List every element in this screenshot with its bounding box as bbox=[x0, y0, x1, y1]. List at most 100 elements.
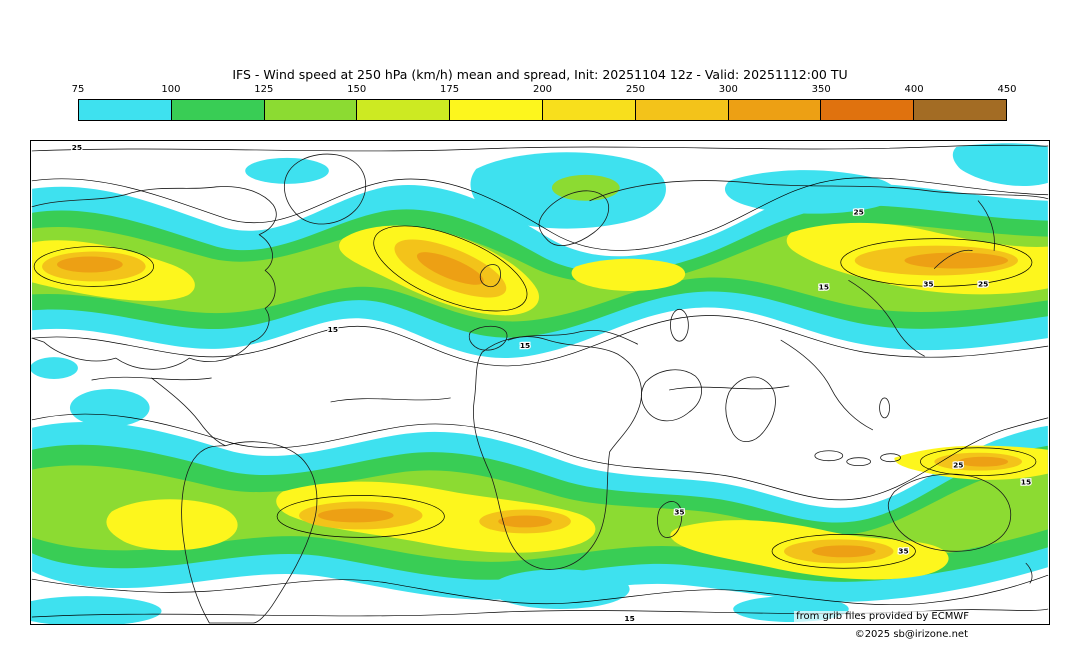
polar-patch-right bbox=[724, 170, 896, 214]
polar-patch-left bbox=[245, 157, 329, 184]
north-jet-core-orange-right bbox=[904, 252, 1009, 269]
colorbar-swatch bbox=[727, 100, 821, 120]
colorbar-swatch bbox=[820, 100, 914, 120]
contour-label: 15 bbox=[520, 341, 530, 350]
coastline-indonesia-1 bbox=[814, 450, 844, 462]
colorbar-swatch bbox=[170, 100, 264, 120]
coastline-iberia bbox=[468, 325, 508, 351]
contour-core-right bbox=[840, 238, 1033, 287]
coastline-madagascar bbox=[657, 501, 683, 538]
coastline-greenland bbox=[283, 153, 366, 225]
spread-contours bbox=[31, 144, 1049, 618]
north-jet-core-orange-left bbox=[57, 256, 123, 273]
colorbar: 75 100 125 150 175 200 250 300 350 400 450 bbox=[72, 84, 1017, 121]
coastline-arabia bbox=[640, 369, 702, 422]
coastline-africa bbox=[473, 336, 642, 570]
contour-line-mid-3 bbox=[330, 397, 451, 403]
contour-core-left bbox=[33, 246, 154, 287]
midlat-patch-1 bbox=[69, 388, 150, 427]
colorbar-swatch bbox=[263, 100, 357, 120]
coastline-new-zealand bbox=[1025, 562, 1033, 584]
polar-patch-corner bbox=[952, 143, 1048, 186]
coastline-japan bbox=[933, 249, 973, 269]
contour-line-bottom bbox=[31, 608, 1049, 618]
contour-core-south-3 bbox=[920, 447, 1037, 476]
contour-line-mid-1 bbox=[91, 376, 212, 381]
contour-label: 25 bbox=[853, 208, 863, 217]
colorbar-swatch bbox=[913, 100, 1006, 120]
world-map-svg: 25 25 15 35 25 15 15 35 35 25 15 15 bbox=[31, 142, 1049, 624]
chart-title: IFS - Wind speed at 250 hPa (km/h) mean … bbox=[232, 67, 848, 82]
south-jet-core-yellow-2 bbox=[276, 481, 596, 553]
contour-line-north-upper bbox=[31, 177, 1049, 251]
colorbar-tick: 150 bbox=[347, 84, 367, 95]
coastlines bbox=[31, 153, 1049, 624]
colorbar-tick: 400 bbox=[904, 84, 924, 95]
contour-label: 25 bbox=[978, 279, 988, 288]
colorbar-swatch bbox=[449, 100, 542, 120]
colorbar-swatch bbox=[79, 100, 171, 120]
coastline-se-asia bbox=[780, 339, 874, 431]
contour-label: 35 bbox=[923, 279, 933, 288]
colorbar-tick: 300 bbox=[718, 84, 738, 95]
contour-label: 35 bbox=[898, 546, 908, 555]
colorbar-ticks: 75 100 125 150 175 200 250 300 350 400 450 bbox=[72, 84, 1017, 98]
bottom-patch-1 bbox=[490, 569, 630, 610]
contour-line-mid-2 bbox=[669, 385, 790, 391]
coastline-india bbox=[725, 376, 776, 442]
contour-labels: 25 25 15 35 25 15 15 35 35 25 15 15 bbox=[71, 142, 1033, 624]
colorbar-tick: 175 bbox=[440, 84, 460, 95]
contour-core-south-2 bbox=[771, 534, 916, 569]
coastline-china bbox=[848, 280, 925, 357]
colorbar-tick: 125 bbox=[254, 84, 274, 95]
contour-line-south-upper bbox=[31, 413, 1049, 501]
south-jet-core-orange-3 bbox=[811, 545, 876, 558]
contour-label: 15 bbox=[819, 282, 829, 291]
colorbar-tick: 100 bbox=[161, 84, 181, 95]
bottom-patch-2 bbox=[31, 596, 162, 624]
south-jet-core-orange-2 bbox=[498, 515, 552, 528]
north-jet-core-yellow-europe bbox=[571, 258, 686, 291]
coastline-asia-north bbox=[589, 180, 1049, 202]
colorbar-tick: 200 bbox=[532, 84, 553, 95]
coastline-philippines bbox=[879, 397, 890, 419]
contour-label: 25 bbox=[953, 461, 963, 470]
coastline-indonesia-2 bbox=[846, 457, 872, 467]
colorbar-tick: 350 bbox=[811, 84, 831, 95]
colorbar-swatch bbox=[356, 100, 450, 120]
coastline-central-america bbox=[151, 377, 226, 447]
map-area: 25 25 15 35 25 15 15 35 35 25 15 15 from… bbox=[30, 140, 1050, 625]
colorbar-swatches bbox=[78, 99, 1007, 121]
contour-core-mid bbox=[373, 225, 528, 312]
polar-patch-center-green bbox=[551, 174, 620, 201]
contour-label: 15 bbox=[1021, 478, 1031, 487]
contour-label: 15 bbox=[328, 325, 338, 334]
coastline-scandinavia bbox=[538, 190, 610, 246]
south-jet-core-orange-1 bbox=[317, 508, 394, 523]
coastline-south-america bbox=[181, 441, 318, 624]
colorbar-tick: 75 bbox=[71, 84, 85, 95]
colorbar-swatch bbox=[634, 100, 728, 120]
coastline-north-america bbox=[31, 186, 277, 370]
colorbar-tick: 450 bbox=[997, 84, 1017, 95]
coastline-uk bbox=[479, 264, 501, 288]
contour-label: 15 bbox=[624, 614, 634, 623]
coastline-kamchatka bbox=[977, 200, 995, 251]
credit-source: from grib files provided by ECMWF bbox=[794, 611, 971, 622]
contour-line-top bbox=[31, 144, 1049, 152]
south-jet-core-yellow-1 bbox=[106, 499, 238, 551]
coastline-caspian bbox=[670, 308, 689, 342]
colorbar-tick: 250 bbox=[625, 84, 645, 95]
wind-speed-fills bbox=[31, 143, 1048, 624]
coastline-mediterranean bbox=[507, 329, 638, 345]
contour-label: 35 bbox=[674, 507, 684, 516]
south-jet-core-orange-4 bbox=[958, 456, 1009, 467]
north-jet-core-orange-mid bbox=[416, 252, 484, 285]
midlat-patch-2 bbox=[31, 357, 78, 380]
contour-label: 25 bbox=[72, 143, 82, 152]
contour-core-south-1 bbox=[276, 495, 445, 538]
contour-line-south-lower bbox=[31, 574, 1049, 606]
colorbar-swatch bbox=[541, 100, 635, 120]
coastline-indonesia-3 bbox=[880, 453, 901, 463]
